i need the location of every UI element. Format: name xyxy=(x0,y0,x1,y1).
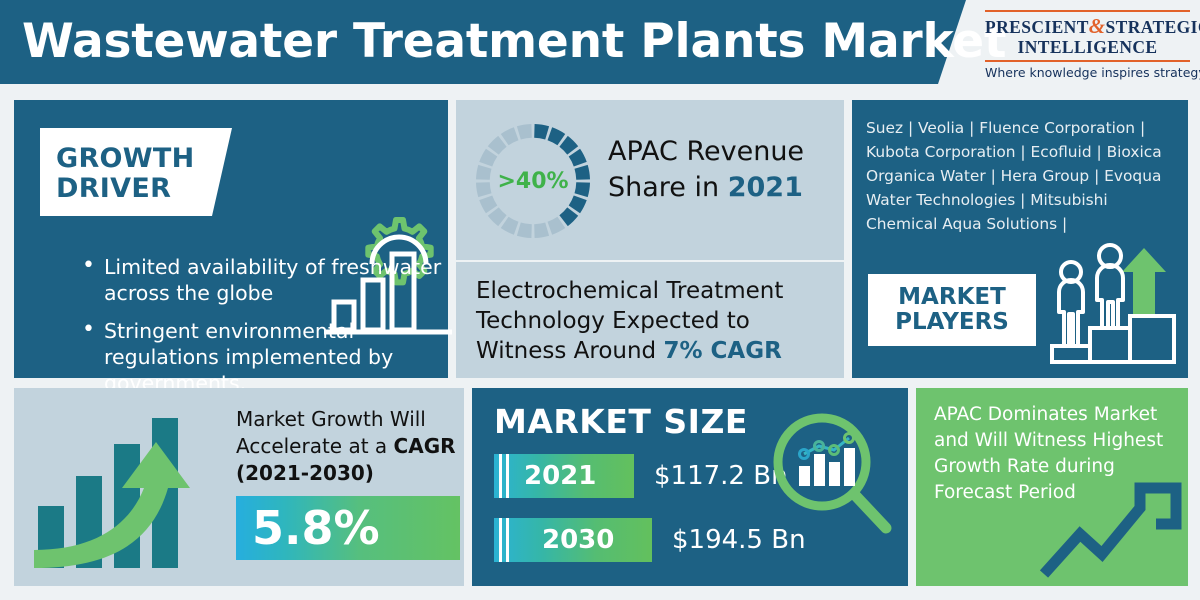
apac-share-text: APAC Revenue Share in 2021 xyxy=(608,134,836,206)
electrochemical-text: Electrochemical Treatment Technology Exp… xyxy=(476,276,834,366)
donut-segment xyxy=(534,222,550,239)
people-podium-growth-icon xyxy=(1050,243,1176,364)
zigzag-up-arrow-icon xyxy=(1039,482,1182,578)
table-row: 2021 $117.2 Bn xyxy=(494,454,788,498)
logo-line-2: INTELLIGENCE xyxy=(1017,37,1158,57)
growth-arrow-bars-icon xyxy=(34,418,190,568)
market-size-bar-2030: 2030 xyxy=(494,518,652,562)
bar-tick xyxy=(506,518,509,562)
logo-tagline: Where knowledge inspires strategy xyxy=(985,65,1200,80)
donut-segment xyxy=(516,222,532,239)
donut-segment xyxy=(547,127,566,146)
market-size-value: $194.5 Bn xyxy=(672,525,806,555)
magnifier-chart-icon xyxy=(773,413,892,534)
donut-segment xyxy=(559,135,579,155)
header-bar xyxy=(0,0,966,84)
cagr-period: CAGR (2021-2030) xyxy=(236,434,456,485)
logo-strategic: STRATEGIC xyxy=(1105,17,1200,37)
apac-share-panel: >40% APAC Revenue Share in 2021 xyxy=(456,100,844,260)
market-players-badge-text: MARKET PLAYERS xyxy=(895,284,1009,335)
cagr-panel: Market Growth Will Accelerate at a CAGR … xyxy=(14,388,464,586)
market-players-panel: Suez | Veolia | Fluence Corporation | Ku… xyxy=(852,100,1188,378)
list-item: Stringent environmental regulations impl… xyxy=(80,317,470,396)
donut-segment xyxy=(574,164,591,180)
bar-tick xyxy=(506,454,509,498)
electrochemical-cagr: 7% CAGR xyxy=(663,338,782,364)
bar-tick xyxy=(499,454,502,498)
donut-segment xyxy=(500,127,519,146)
donut-segment xyxy=(574,182,591,198)
donut-segment xyxy=(500,216,519,235)
donut-segment xyxy=(479,195,498,214)
market-players-badge: MARKET PLAYERS xyxy=(868,274,1036,346)
logo-rule-bottom xyxy=(985,60,1190,62)
market-size-panel: MARKET SIZE 2021 $117.2 Bn 2030 $194.5 B… xyxy=(472,388,908,586)
list-item: Limited availability of freshwater acros… xyxy=(80,253,470,306)
donut-center-label: >40% xyxy=(497,168,569,194)
cagr-text-plain: Market Growth Will Accelerate at a xyxy=(236,407,426,458)
market-size-year: 2030 xyxy=(542,525,615,555)
donut-segment xyxy=(487,135,507,155)
donut-segment xyxy=(568,195,587,214)
market-players-list: Suez | Veolia | Fluence Corporation | Ku… xyxy=(866,119,1162,233)
cagr-value: 5.8% xyxy=(252,501,380,555)
growth-driver-tag: GROWTH DRIVER xyxy=(40,128,232,216)
market-size-year: 2021 xyxy=(524,461,597,491)
apac-dominates-panel: APAC Dominates Market and Will Witness H… xyxy=(916,388,1188,586)
market-size-title: MARKET SIZE xyxy=(494,402,748,441)
donut-chart xyxy=(475,123,591,239)
market-size-value: $117.2 Bn xyxy=(654,461,788,491)
table-row: 2030 $194.5 Bn xyxy=(494,518,806,562)
donut-segment xyxy=(475,182,492,198)
logo-line-1: PRESCIENT&STRATEGIC xyxy=(985,14,1200,38)
donut-segment xyxy=(547,216,566,235)
logo-ampersand-icon: & xyxy=(1088,14,1106,38)
electrochemical-panel: Electrochemical Treatment Technology Exp… xyxy=(456,262,844,378)
donut-segment xyxy=(568,148,587,167)
market-size-bar-2021: 2021 xyxy=(494,454,634,498)
page-title: Wastewater Treatment Plants Market xyxy=(22,14,1007,69)
apac-share-year: 2021 xyxy=(727,172,803,203)
apac-share-text-plain: APAC Revenue Share in xyxy=(608,136,805,203)
cagr-value-bar: 5.8% xyxy=(236,496,460,560)
electrochemical-text-plain: Electrochemical Treatment Technology Exp… xyxy=(476,278,784,364)
bar-tick xyxy=(499,518,502,562)
logo-rule-top xyxy=(985,10,1190,12)
donut-segment xyxy=(487,207,507,227)
donut-segment xyxy=(479,148,498,167)
growth-driver-bullets: Limited availability of freshwater acros… xyxy=(40,253,470,408)
logo-prescient: PRESCIENT xyxy=(985,17,1089,37)
company-logo: PRESCIENT&STRATEGIC INTELLIGENCE Where k… xyxy=(985,10,1200,80)
donut-segment xyxy=(516,123,532,140)
donut-segment xyxy=(559,207,579,227)
donut-segment xyxy=(534,123,550,140)
donut-segment xyxy=(475,164,492,180)
apac-dominates-text: APAC Dominates Market and Will Witness H… xyxy=(934,404,1164,503)
cagr-text: Market Growth Will Accelerate at a CAGR … xyxy=(236,406,460,487)
growth-driver-tag-text: GROWTH DRIVER xyxy=(56,143,195,204)
